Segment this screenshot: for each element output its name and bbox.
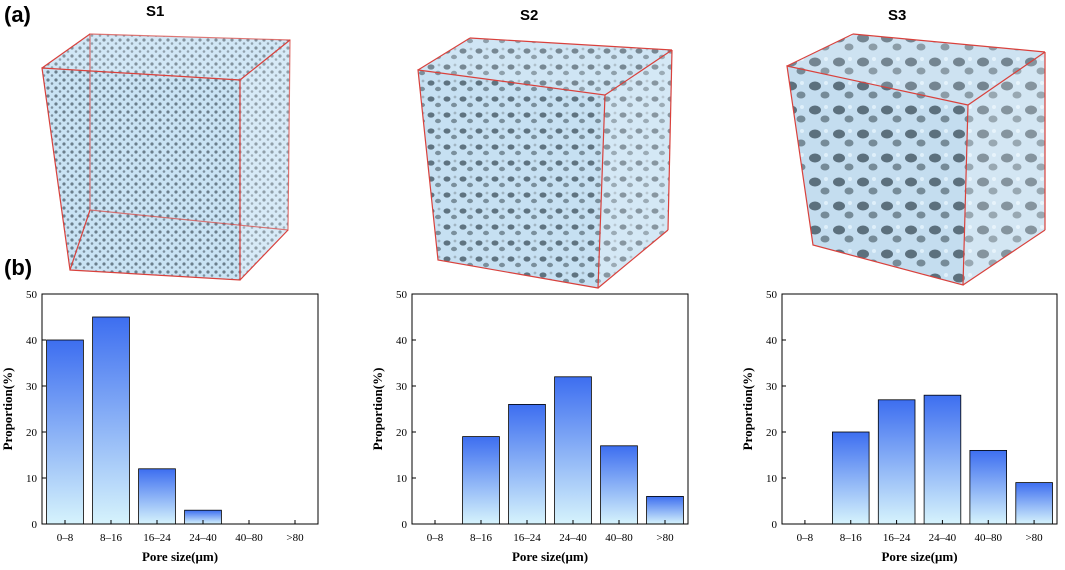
- bar-chart-1: 0 10 20 30 40 50 0–8 8–16 16–24 24–40 40–80 >80 Pore…: [0, 289, 319, 564]
- bar: [462, 436, 500, 525]
- y-tick-label: 30: [396, 381, 408, 393]
- bar: [832, 431, 870, 525]
- x-tick-label: 8–16: [100, 532, 123, 544]
- x-tick-label: 40–80: [235, 532, 263, 544]
- bar: [969, 449, 1008, 525]
- x-tick-label: 16–24: [143, 532, 171, 544]
- x-tick-label: 40–80: [605, 532, 633, 544]
- x-tick-label: >80: [286, 532, 304, 544]
- x-tick-label: 24–40: [559, 532, 587, 544]
- y-axis-label: Proportion(%): [0, 368, 15, 451]
- y-tick-label: 50: [26, 289, 38, 301]
- bar-chart-2: 0 10 20 30 40 50 0–8 8–16 16–24 24–40 40–80 >80 Pore…: [370, 289, 689, 564]
- x-tick-label: 0–8: [797, 532, 814, 544]
- pore-cube-s3: [786, 33, 1046, 286]
- y-tick-label: 10: [766, 473, 778, 485]
- y-tick-label: 50: [396, 289, 408, 301]
- bar: [508, 403, 546, 525]
- x-tick-label: 24–40: [929, 532, 957, 544]
- y-axis-label: Proportion(%): [370, 368, 385, 451]
- y-tick-label: 20: [26, 427, 38, 439]
- sample-title-s1: S1: [146, 3, 165, 20]
- bar: [46, 339, 84, 525]
- y-tick-label: 0: [402, 519, 408, 531]
- y-tick-label: 0: [32, 519, 38, 531]
- bar: [554, 376, 592, 525]
- bar-chart-3: 0 10 20 30 40 50 0–8 8–16 16–24 24–40 40–80 >80 Pore…: [740, 289, 1058, 564]
- y-tick-label: 40: [396, 335, 408, 347]
- plot-frame: [411, 293, 689, 525]
- cube-edges: [41, 33, 291, 281]
- bar: [877, 399, 916, 525]
- bar: [138, 468, 176, 525]
- x-tick-label: 24–40: [189, 532, 217, 544]
- plot-frame: [41, 293, 319, 525]
- bar: [646, 495, 684, 525]
- x-tick-label: 40–80: [975, 532, 1003, 544]
- x-tick-label: 0–8: [57, 532, 74, 544]
- pore-volume: [42, 68, 240, 280]
- x-axis-label: Pore size(μm): [142, 549, 218, 564]
- y-tick-label: 10: [396, 473, 408, 485]
- y-tick-label: 20: [766, 427, 778, 439]
- bar: [923, 394, 962, 525]
- sample-title-s3: S3: [888, 7, 907, 24]
- bar: [1015, 482, 1053, 525]
- x-tick-label: 16–24: [883, 532, 911, 544]
- y-tick-label: 20: [396, 427, 408, 439]
- y-tick-label: 40: [766, 335, 778, 347]
- bar: [600, 445, 638, 525]
- panel-label-a: (a): [4, 2, 31, 27]
- x-tick-label: 8–16: [470, 532, 493, 544]
- panel-label-b: (b): [4, 255, 33, 280]
- pore-cube-s2: [417, 37, 673, 289]
- x-axis-label: Pore size(μm): [881, 549, 957, 564]
- y-tick-label: 30: [766, 381, 778, 393]
- x-tick-label: 16–24: [513, 532, 541, 544]
- x-tick-label: 0–8: [427, 532, 444, 544]
- x-tick-label: >80: [656, 532, 674, 544]
- sample-title-s2: S2: [520, 7, 539, 24]
- x-axis-label: Pore size(μm): [512, 549, 588, 564]
- y-tick-label: 40: [26, 335, 38, 347]
- x-tick-label: 8–16: [840, 532, 863, 544]
- y-tick-label: 30: [26, 381, 38, 393]
- bar: [92, 316, 130, 525]
- y-tick-label: 0: [772, 519, 778, 531]
- y-tick-label: 50: [766, 289, 778, 301]
- pore-cube-s1: [41, 33, 291, 281]
- x-tick-label: >80: [1025, 532, 1043, 544]
- y-axis-label: Proportion(%): [740, 368, 755, 451]
- y-tick-label: 10: [26, 473, 38, 485]
- plot-frame: [781, 293, 1058, 525]
